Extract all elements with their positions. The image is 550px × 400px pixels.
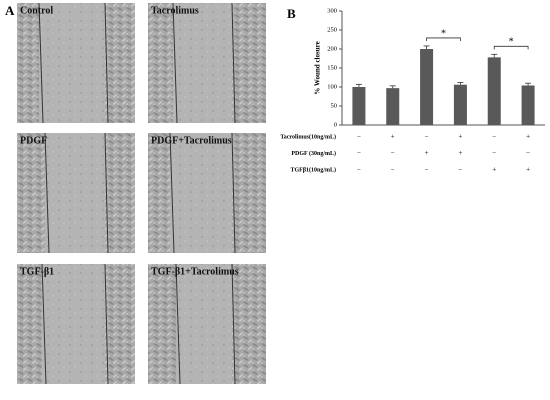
treatment-sign: −: [425, 166, 429, 174]
error-bar: [525, 82, 532, 86]
significance-label: *: [509, 37, 514, 48]
treatment-sign: −: [357, 149, 361, 157]
wound-edge: [169, 132, 175, 254]
image-label: TGF-β1+Tacrolimus: [151, 266, 239, 277]
wound-edge: [175, 263, 181, 385]
bar: [453, 84, 467, 125]
significance-bracket: [493, 45, 529, 50]
error-bar: [389, 85, 396, 89]
image-label: TGF-β1: [20, 266, 54, 277]
treatment-sign: −: [357, 166, 361, 174]
micrograph: TGF-β1+Tacrolimus: [148, 263, 266, 385]
image-label: Control: [20, 5, 53, 16]
wound-edge: [44, 132, 50, 254]
error-bar: [457, 82, 464, 85]
error-bar: [423, 45, 430, 49]
wound-edge: [104, 132, 109, 254]
wound-edge: [41, 263, 47, 385]
micrograph: Tacrolimus: [148, 2, 266, 124]
y-axis-label: % Wound closure: [314, 41, 322, 94]
treatment-sign: −: [391, 149, 395, 157]
treatment-sign: −: [458, 166, 462, 174]
wound-edge: [172, 2, 178, 124]
y-tick-label: 150: [327, 64, 337, 71]
micrograph: PDGF: [17, 132, 135, 254]
treatment-sign: +: [492, 166, 496, 174]
micrograph: TGF-β1: [17, 263, 135, 385]
image-grid: Control Tacrolimus PDGF PDGF+Tacrolimus TGF-…: [17, 2, 266, 385]
wound-gap: [176, 264, 232, 384]
micrograph: PDGF+Tacrolimus: [148, 132, 266, 254]
panel-label: B: [287, 6, 296, 21]
treatment-sign: −: [425, 133, 429, 141]
treatment-sign: +: [391, 133, 395, 141]
error-bar: [355, 83, 362, 87]
bar: [487, 57, 501, 125]
wound-edge: [231, 132, 236, 254]
wound-edge: [231, 2, 236, 124]
treatment-sign: +: [425, 149, 429, 157]
image-label: PDGF+Tacrolimus: [151, 135, 232, 146]
error-bar: [491, 53, 498, 58]
treatment-label: PDGF (30ng/mL): [291, 150, 336, 157]
y-tick-label: 300: [327, 7, 337, 14]
panel-label: A: [5, 3, 15, 18]
significance-label: *: [441, 28, 446, 39]
bar: [352, 87, 366, 125]
treatment-sign: −: [492, 133, 496, 141]
treatment-label: Tacrolimus(10ng/mL): [280, 133, 336, 140]
treatment-sign: +: [458, 149, 462, 157]
micrograph: Control: [17, 2, 135, 124]
image-label: Tacrolimus: [151, 5, 199, 16]
bar: [386, 88, 400, 125]
treatment-sign: −: [391, 166, 395, 174]
treatment-sign: −: [357, 133, 361, 141]
y-tick-label: 200: [327, 45, 337, 52]
y-tick-label: 100: [327, 83, 337, 90]
y-tick-label: 50: [331, 102, 338, 109]
wound-edge: [104, 263, 109, 385]
wound-gap: [170, 133, 232, 253]
bar: [521, 85, 535, 125]
treatment-sign: +: [526, 133, 530, 141]
treatment-label: TGFβ1(10ng/mL): [291, 166, 337, 173]
treatment-sign: +: [526, 166, 530, 174]
treatment-sign: +: [458, 133, 462, 141]
bar: [420, 49, 434, 125]
wound-gap: [45, 133, 105, 253]
wound-edge: [231, 263, 236, 385]
wound-edge: [38, 2, 44, 124]
treatment-sign: −: [526, 149, 530, 157]
wound-gap: [39, 3, 105, 123]
wound-gap: [173, 3, 232, 123]
treatment-sign: −: [492, 149, 496, 157]
image-label: PDGF: [20, 135, 47, 146]
wound-gap: [42, 264, 105, 384]
bar-chart: 0 50 100 150 200 250 300 % Wound closure Tacroli…: [280, 7, 545, 174]
wound-edge: [104, 2, 109, 124]
y-tick-label: 250: [327, 26, 337, 33]
significance-bracket: [426, 37, 461, 41]
y-tick-label: 0: [334, 121, 337, 128]
